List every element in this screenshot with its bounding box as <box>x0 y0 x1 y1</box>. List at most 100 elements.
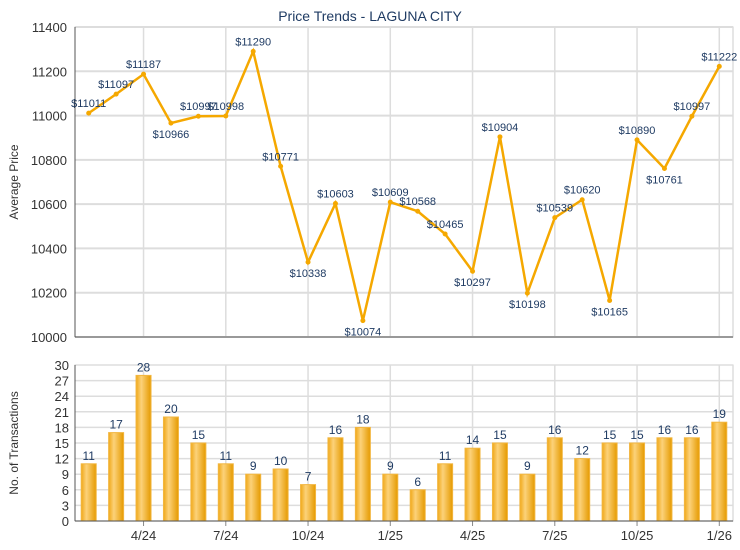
price-point <box>113 91 119 97</box>
line-y-tick-label: 10400 <box>31 241 67 256</box>
transaction-bar <box>382 473 399 522</box>
price-data-label: $10165 <box>591 306 628 318</box>
bar-y-tick-label: 15 <box>55 436 69 451</box>
price-data-label: $10904 <box>482 122 519 134</box>
price-point <box>250 48 256 54</box>
bar-data-label: 7 <box>305 470 312 484</box>
transaction-bar <box>245 473 262 522</box>
x-tick-label: 4/25 <box>460 528 485 543</box>
price-point <box>360 318 366 324</box>
bar-y-axis-title: No. of Transactions <box>7 391 21 494</box>
line-y-tick-label: 11200 <box>32 64 67 79</box>
x-tick-label: 1/25 <box>378 528 403 543</box>
bar-y-tick-label: 27 <box>55 374 69 389</box>
bar-data-label: 15 <box>603 428 617 442</box>
bar-data-label: 11 <box>220 449 233 463</box>
bar-y-tick-label: 12 <box>55 452 69 467</box>
price-point <box>305 259 311 265</box>
price-data-label: $10074 <box>345 327 382 339</box>
line-y-tick-label: 11000 <box>32 109 67 124</box>
bar-data-label: 20 <box>164 402 178 416</box>
x-tick-label: 10/24 <box>292 528 325 543</box>
bar-y-tick-label: 21 <box>55 405 69 420</box>
line-y-tick-label: 11400 <box>32 20 67 35</box>
price-data-label: $10761 <box>646 174 683 186</box>
price-line <box>87 47 721 321</box>
chart-title: Price Trends - LAGUNA CITY <box>278 8 462 24</box>
x-tick-label: 7/25 <box>542 528 567 543</box>
bar-data-label: 9 <box>250 459 257 473</box>
bar-y-tick-label: 0 <box>62 514 69 529</box>
price-point <box>524 290 530 296</box>
bar-data-label: 9 <box>524 459 531 473</box>
price-point <box>689 113 695 119</box>
bar-data-label: 18 <box>356 412 370 426</box>
price-data-label: $11187 <box>126 59 161 71</box>
price-point <box>141 71 147 77</box>
bar-data-label: 17 <box>109 418 123 432</box>
line-y-tick-label: 10600 <box>31 197 67 212</box>
bar-data-label: 15 <box>493 428 507 442</box>
bar-data-label: 16 <box>685 423 699 437</box>
price-data-label: $11290 <box>235 36 271 48</box>
bar-y-tick-label: 9 <box>62 467 69 482</box>
x-tick-label: 1/26 <box>707 528 732 543</box>
x-tick-label: 10/25 <box>621 528 654 543</box>
transaction-bar <box>437 463 454 522</box>
bar-y-tick-label: 3 <box>62 498 69 513</box>
transaction-bar <box>80 463 97 522</box>
bar-data-label: 6 <box>414 475 421 489</box>
price-data-label: $10997 <box>674 101 711 113</box>
price-data-label: $10297 <box>454 277 491 289</box>
price-point <box>86 110 92 116</box>
transaction-bar <box>300 484 317 522</box>
price-point <box>716 63 722 69</box>
price-point <box>661 165 667 171</box>
transaction-bar <box>162 416 179 522</box>
bar-y-tick-label: 6 <box>62 483 69 498</box>
bar-data-label: 14 <box>466 433 480 447</box>
price-point <box>442 231 448 237</box>
price-data-label: $10771 <box>262 151 299 163</box>
price-data-label: $10198 <box>509 299 546 311</box>
transaction-bar <box>656 437 673 522</box>
price-data-label: $10539 <box>536 203 573 215</box>
transaction-bar <box>574 458 591 522</box>
bar-data-label: 28 <box>137 360 151 374</box>
line-plot-area <box>74 26 734 338</box>
transaction-bar <box>546 437 563 522</box>
price-point <box>470 268 476 274</box>
line-y-tick-label: 10000 <box>31 330 67 345</box>
price-point <box>497 134 503 140</box>
line-y-tick-label: 10800 <box>31 153 67 168</box>
transaction-bar <box>711 421 728 522</box>
transaction-bar <box>683 437 700 522</box>
bar-data-label: 15 <box>630 428 644 442</box>
price-data-label: $10998 <box>207 101 244 113</box>
bar-y-tick-label: 24 <box>55 389 69 404</box>
price-data-label: $10890 <box>619 125 656 137</box>
bar-data-label: 11 <box>82 449 95 463</box>
price-data-label: $10620 <box>564 185 601 197</box>
bar-y-tick-label: 18 <box>55 420 69 435</box>
bar-data-label: 9 <box>387 459 394 473</box>
price-point <box>552 215 558 221</box>
price-data-label: $10609 <box>372 187 409 199</box>
bar-data-label: 11 <box>439 449 452 463</box>
price-point <box>387 199 393 205</box>
transaction-bar <box>135 374 152 522</box>
bar-data-label: 19 <box>713 407 727 421</box>
price-data-label: $10603 <box>317 188 354 200</box>
bar-data-label: 15 <box>192 428 206 442</box>
bar-data-label: 10 <box>274 454 288 468</box>
price-point <box>168 120 174 126</box>
bar-y-tick-label: 30 <box>55 358 69 373</box>
price-data-label: $11011 <box>71 98 106 110</box>
price-point <box>223 113 229 119</box>
price-point <box>278 163 284 169</box>
price-data-label: $11222 <box>701 51 737 63</box>
transaction-bar <box>491 442 508 522</box>
transaction-bar <box>190 442 207 522</box>
price-point <box>634 137 640 143</box>
